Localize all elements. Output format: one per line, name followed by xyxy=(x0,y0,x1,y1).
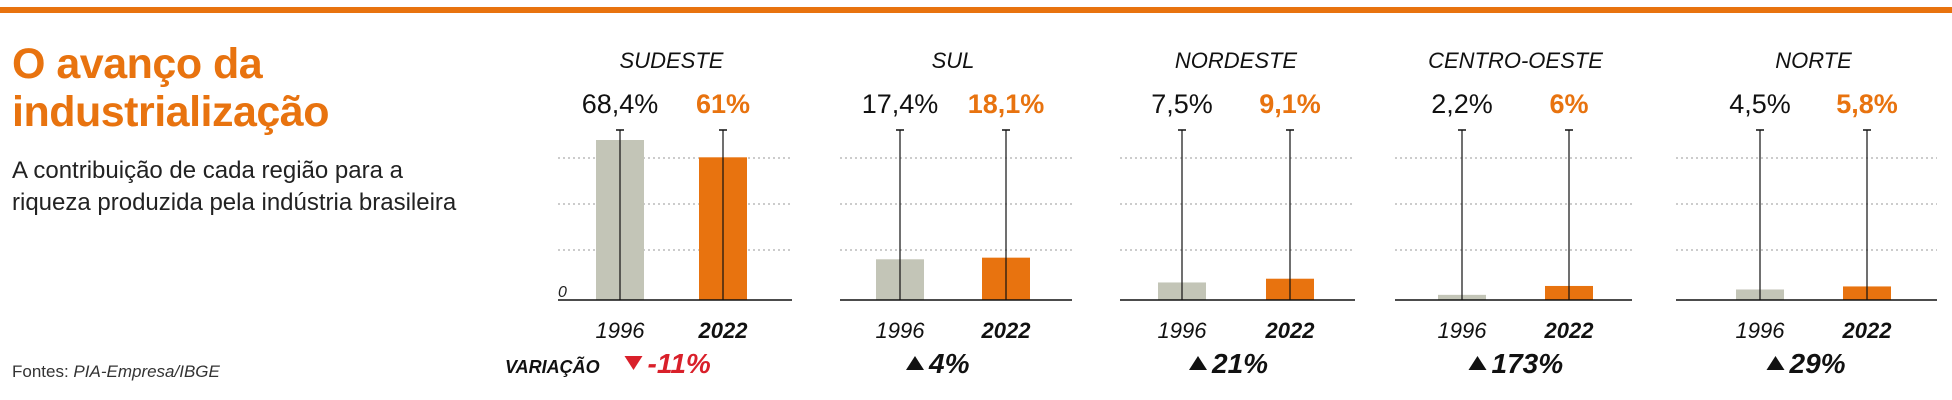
variation-label: VARIAÇÃO xyxy=(505,356,600,377)
triangle-up-icon xyxy=(1766,356,1785,370)
value-label: 4,5% xyxy=(1729,89,1791,119)
top-accent-bar xyxy=(0,7,1952,13)
year-label: 1996 xyxy=(1158,318,1208,343)
triangle-up-icon xyxy=(1468,356,1487,370)
region-label: NORTE xyxy=(1775,48,1852,73)
source-note: Fontes: PIA-Empresa/IBGE xyxy=(12,362,220,382)
year-label: 2022 xyxy=(698,318,749,343)
value-label: 7,5% xyxy=(1151,89,1213,119)
triangle-up-icon xyxy=(1189,356,1207,370)
value-label: 9,1% xyxy=(1259,89,1321,119)
year-label: 1996 xyxy=(1736,318,1786,343)
source-prefix: Fontes: xyxy=(12,362,74,381)
chart-title: O avanço da industrialização xyxy=(12,40,329,136)
region-label: SUDESTE xyxy=(620,48,724,73)
value-label: 18,1% xyxy=(968,89,1045,119)
year-label: 2022 xyxy=(1265,318,1316,343)
y-axis-zero-label: 0 xyxy=(558,284,567,301)
variation-value: 173% xyxy=(1492,348,1564,379)
triangle-down-icon xyxy=(624,356,643,370)
variation-value: 4% xyxy=(928,348,970,379)
year-label: 2022 xyxy=(1544,318,1595,343)
variation-value: -11% xyxy=(648,348,711,379)
value-label: 2,2% xyxy=(1431,89,1493,119)
value-label: 61% xyxy=(696,89,750,119)
year-label: 1996 xyxy=(1438,318,1488,343)
variation-value: 29% xyxy=(1789,348,1846,379)
year-label: 1996 xyxy=(596,318,646,343)
variation-value: 21% xyxy=(1211,348,1268,379)
value-label: 5,8% xyxy=(1836,89,1898,119)
value-label: 68,4% xyxy=(582,89,659,119)
region-label: SUL xyxy=(932,48,975,73)
region-label: NORDESTE xyxy=(1175,48,1298,73)
year-label: 2022 xyxy=(1842,318,1893,343)
region-label: CENTRO-OESTE xyxy=(1428,48,1603,73)
chart-subtitle: A contribuição de cada região para a riq… xyxy=(12,157,457,216)
year-label: 2022 xyxy=(981,318,1032,343)
value-label: 17,4% xyxy=(862,89,939,119)
value-label: 6% xyxy=(1549,89,1588,119)
year-label: 1996 xyxy=(876,318,926,343)
source-name: PIA-Empresa/IBGE xyxy=(73,362,220,381)
triangle-up-icon xyxy=(906,356,924,370)
